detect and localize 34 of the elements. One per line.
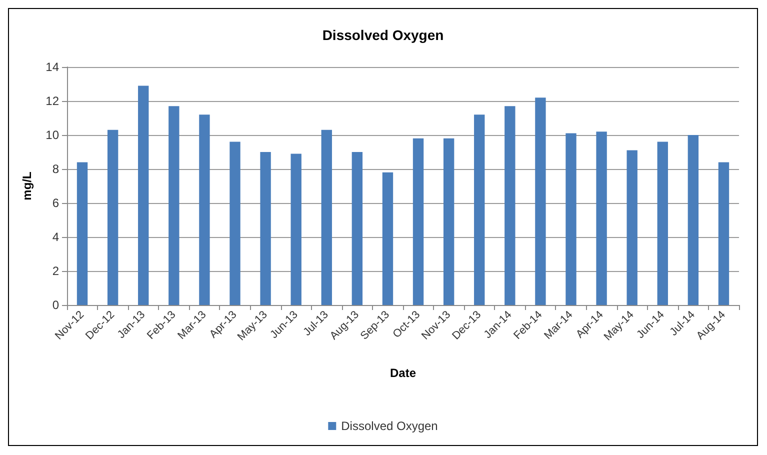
y-axis-title: mg/L (20, 172, 34, 200)
bar (321, 130, 332, 305)
bar (474, 114, 485, 305)
y-tick-label: 10 (46, 128, 60, 142)
bar (443, 138, 454, 305)
y-tick-label: 2 (52, 264, 60, 278)
legend-label: Dissolved Oxygen (341, 419, 438, 433)
x-axis-title: Date (390, 366, 416, 380)
bar (382, 172, 394, 305)
bar (412, 138, 424, 305)
bar (199, 114, 210, 305)
bar (657, 142, 668, 305)
bar (626, 150, 638, 305)
bar (504, 106, 516, 305)
y-tick-label: 6 (52, 196, 60, 210)
bar (230, 142, 240, 305)
bar (138, 86, 149, 305)
bar (596, 132, 607, 305)
y-tick-label: 8 (52, 162, 60, 176)
bar (260, 152, 271, 305)
y-tick-label: 4 (52, 230, 60, 244)
y-tick-label: 14 (46, 60, 60, 74)
bar (352, 152, 363, 305)
bar (718, 162, 730, 305)
bar (107, 130, 118, 305)
bar (290, 154, 302, 305)
bar (76, 162, 88, 305)
bar (688, 135, 699, 305)
y-tick-label: 0 (52, 298, 60, 312)
bar (566, 133, 576, 305)
bar (168, 106, 180, 305)
chart-title: Dissolved Oxygen (322, 27, 444, 43)
y-tick-label: 12 (46, 94, 60, 108)
bar (535, 98, 546, 305)
